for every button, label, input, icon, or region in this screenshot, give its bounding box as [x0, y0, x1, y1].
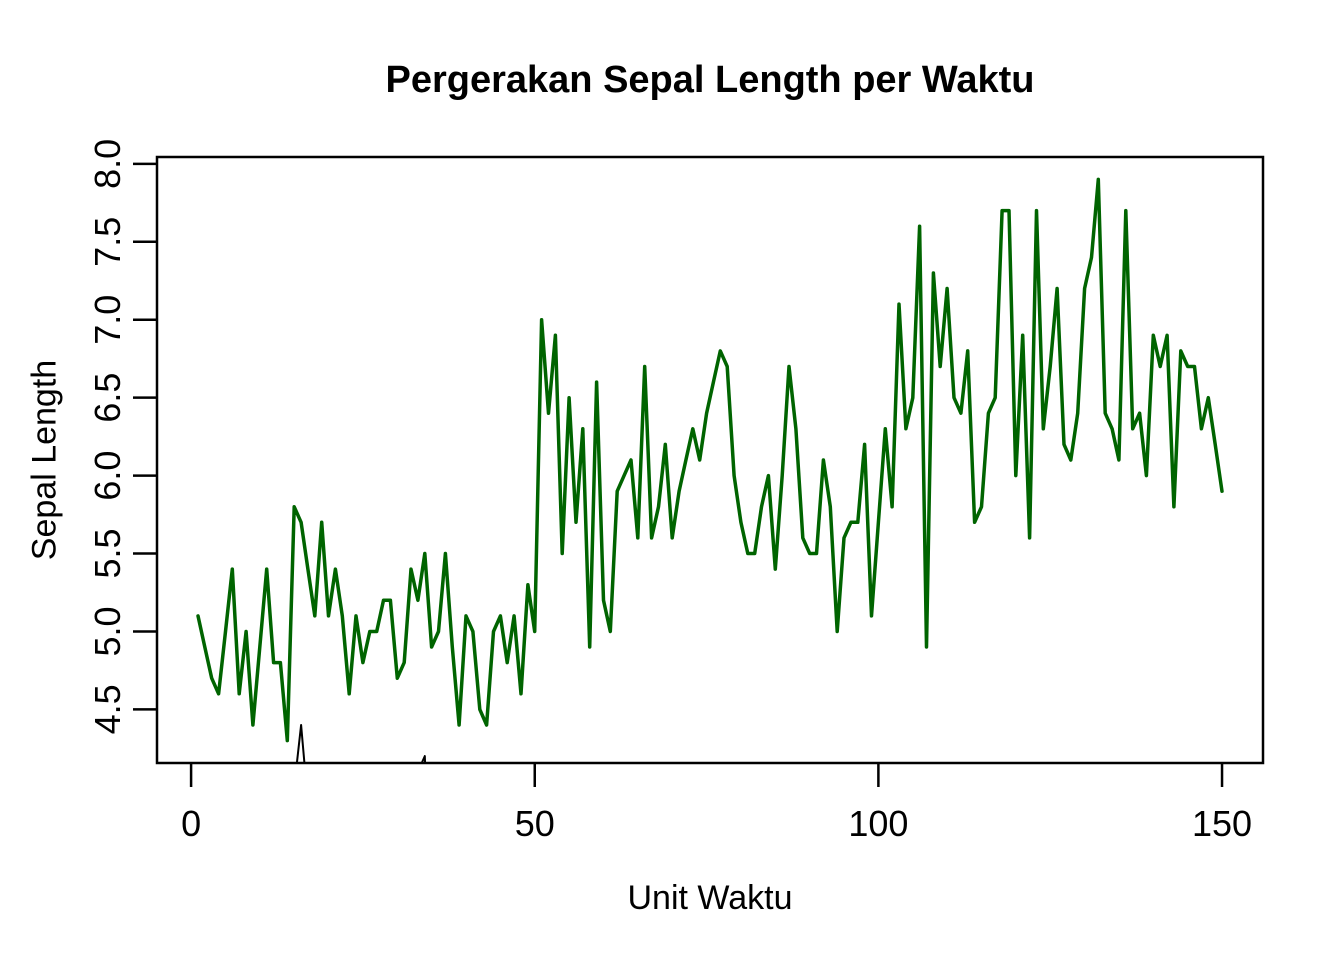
chart-title: Pergerakan Sepal Length per Waktu [385, 59, 1035, 101]
y-tick-label: 6.0 [87, 451, 128, 501]
y-tick-label: 5.0 [87, 606, 128, 656]
y-axis-label: Sepal Length [25, 359, 64, 561]
x-tick-label: 100 [848, 803, 908, 844]
x-tick-label: 150 [1192, 803, 1252, 844]
y-tick-label: 7.5 [87, 217, 128, 267]
y-tick-label: 6.5 [87, 373, 128, 423]
y-tick-label: 7.0 [87, 295, 128, 345]
x-tick-label: 0 [181, 803, 201, 844]
y-tick-label: 5.5 [87, 528, 128, 578]
x-axis-label: Unit Waktu [627, 879, 793, 917]
x-tick-label: 50 [515, 803, 555, 844]
series-sepal-length [196, 177, 1224, 743]
y-tick-label: 4.5 [87, 684, 128, 734]
y-tick-label: 8.0 [87, 139, 128, 189]
plot-box [155, 155, 1265, 765]
